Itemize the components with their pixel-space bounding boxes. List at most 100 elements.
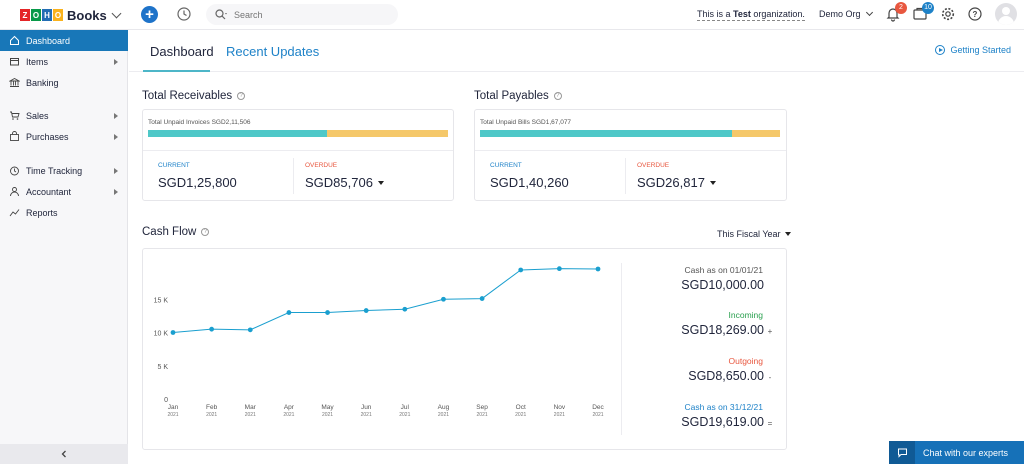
closing-cash-label: Cash as on 31/12/21 <box>684 402 763 412</box>
x-tick-year: 2021 <box>554 412 565 418</box>
help-icon[interactable]: ? <box>967 6 983 22</box>
notifications-bell-icon[interactable]: 2 <box>885 2 907 22</box>
period-dropdown[interactable]: This Fiscal Year <box>717 229 791 239</box>
x-tick-year: 2021 <box>167 412 178 418</box>
x-tick-label: Jun <box>361 404 372 411</box>
gear-icon[interactable] <box>940 6 956 22</box>
caret-down-icon <box>377 180 384 185</box>
overdue-dropdown[interactable]: SGD85,706 <box>305 175 384 190</box>
x-tick-label: Nov <box>554 404 566 411</box>
tab-dashboard[interactable]: Dashboard <box>150 44 214 59</box>
cashflow-title-text: Cash Flow <box>142 226 197 238</box>
sidebar-item-purchases[interactable]: Purchases <box>0 126 128 147</box>
help-icon[interactable]: ? <box>201 228 210 236</box>
quick-create-button[interactable]: + <box>141 6 158 23</box>
sidebar-item-label: Sales <box>26 110 49 121</box>
sidebar-item-reports[interactable]: Reports <box>0 202 128 223</box>
help-icon[interactable]: ? <box>553 92 562 100</box>
sidebar-item-accountant[interactable]: Accountant <box>0 181 128 202</box>
sidebar-item-items[interactable]: Items <box>0 51 128 72</box>
recent-activity-icon[interactable] <box>176 6 192 27</box>
logo-letter: H <box>42 9 52 21</box>
sidebar-item-label: Time Tracking <box>26 165 83 176</box>
chevron-right-icon <box>114 59 118 65</box>
minus-sign: - <box>768 373 772 382</box>
sidebar-item-label: Items <box>26 56 49 67</box>
cashflow-data-point <box>247 327 253 333</box>
cashflow-series-line <box>172 268 599 333</box>
cashflow-title: Cash Flow ? <box>142 226 210 238</box>
getting-started-label: Getting Started <box>950 45 1011 55</box>
overdue-label: OVERDUE <box>305 162 338 169</box>
card-divider <box>475 150 786 151</box>
x-tick-year: 2021 <box>361 412 372 418</box>
payables-progress-bar[interactable] <box>480 130 780 137</box>
x-tick-year: 2021 <box>322 412 333 418</box>
cashflow-data-point <box>286 310 292 315</box>
caret-down-icon <box>709 180 716 185</box>
tab-bar: Dashboard Recent Updates Getting Started <box>129 30 1024 72</box>
current-bar-segment <box>148 130 327 137</box>
x-tick-year: 2021 <box>206 412 217 418</box>
opening-cash-amount: SGD10,000.00 <box>681 278 764 292</box>
cashflow-line-chart: 05 K10 K15 KJan2021Feb2021Mar2021Apr2021… <box>154 266 605 418</box>
cashflow-data-point <box>325 310 330 315</box>
test-org-notice[interactable]: This is a Test organization. <box>697 9 805 21</box>
chevron-right-icon <box>114 113 118 119</box>
closing-value: SGD19,619.00 = <box>681 415 776 429</box>
chevron-down-icon <box>111 8 122 18</box>
cart-icon <box>9 110 20 121</box>
y-tick-label: 10 K <box>154 331 169 338</box>
chevron-down-icon <box>865 8 873 17</box>
chevron-right-icon <box>114 134 118 140</box>
zoho-logo: Z O H O <box>20 9 64 21</box>
app-switcher[interactable]: Z O H O Books <box>20 6 122 24</box>
sidebar-collapse-button[interactable] <box>0 444 128 464</box>
logo-letter: O <box>53 9 63 21</box>
bank-icon <box>9 77 20 88</box>
sidebar-item-time-tracking[interactable]: Time Tracking <box>0 160 128 181</box>
receivables-progress-bar[interactable] <box>148 130 448 137</box>
sidebar-item-dashboard[interactable]: Dashboard <box>0 30 128 51</box>
sidebar-item-label: Banking <box>26 77 59 88</box>
svg-text:?: ? <box>973 10 978 19</box>
unpaid-bills-label: Total Unpaid Bills SGD1,67,077 <box>480 119 572 126</box>
sidebar-item-sales[interactable]: Sales <box>0 105 128 126</box>
org-switcher[interactable]: Demo Org <box>819 8 873 19</box>
x-tick-year: 2021 <box>283 412 294 418</box>
current-value[interactable]: SGD1,40,260 <box>490 175 569 190</box>
help-icon[interactable]: ? <box>237 92 246 100</box>
sidebar-item-label: Purchases <box>26 131 69 142</box>
getting-started-link[interactable]: Getting Started <box>935 45 1011 55</box>
cashflow-data-point <box>402 306 408 312</box>
x-tick-label: Aug <box>438 404 450 411</box>
x-tick-year: 2021 <box>399 412 410 418</box>
overdue-dropdown[interactable]: SGD26,817 <box>637 175 716 190</box>
outgoing-value: SGD8,650.00 - <box>688 369 776 383</box>
cashflow-separator <box>621 263 622 435</box>
logo-letter: O <box>31 9 41 21</box>
period-label: This Fiscal Year <box>717 229 781 239</box>
receivables-title-text: Total Receivables <box>142 90 233 102</box>
x-tick-year: 2021 <box>245 412 256 418</box>
sidebar-item-banking[interactable]: Banking <box>0 72 128 93</box>
equals-sign: = <box>767 419 773 428</box>
chat-with-experts-button[interactable]: Chat with our experts <box>889 441 1024 464</box>
cashflow-data-point <box>170 330 176 335</box>
x-tick-label: Jan <box>168 404 179 411</box>
search-input[interactable] <box>234 9 384 20</box>
tab-recent-updates[interactable]: Recent Updates <box>226 44 320 59</box>
incoming-label: Incoming <box>728 310 764 320</box>
updates-icon[interactable]: 10 <box>912 2 934 22</box>
current-value[interactable]: SGD1,25,800 <box>158 175 237 190</box>
avatar[interactable] <box>995 3 1017 25</box>
search-bar[interactable] <box>206 4 398 25</box>
receivables-title: Total Receivables ? <box>142 90 246 102</box>
person-icon <box>9 186 20 197</box>
overdue-label: OVERDUE <box>637 162 670 169</box>
card-divider <box>143 150 453 151</box>
search-icon <box>215 8 227 19</box>
stat-separator <box>293 158 294 194</box>
overdue-value: SGD26,817 <box>637 175 705 190</box>
